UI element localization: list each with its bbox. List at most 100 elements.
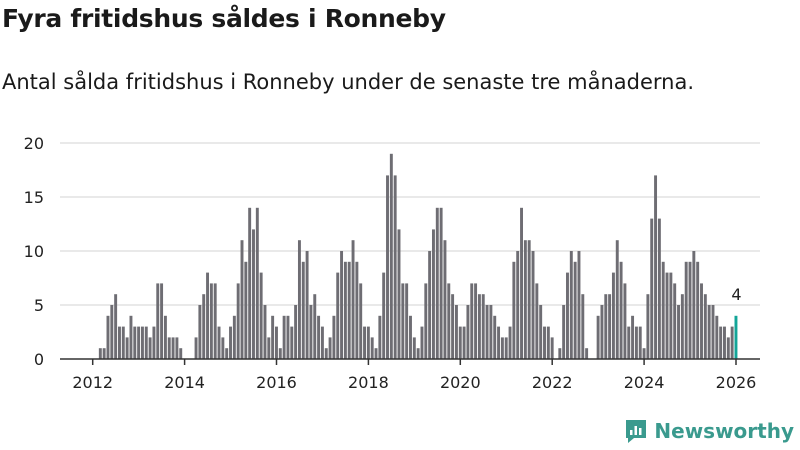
bar (121, 326, 125, 359)
bar (389, 153, 393, 359)
bar (171, 337, 175, 359)
bar (520, 207, 523, 359)
bar (443, 240, 447, 359)
bar (198, 305, 202, 359)
bar (638, 326, 642, 359)
bar (313, 294, 317, 359)
bar (497, 326, 501, 359)
bar (114, 294, 118, 359)
bar (401, 283, 405, 359)
bar (677, 305, 680, 359)
bar (454, 305, 458, 359)
y-tick-label: 0 (34, 350, 44, 369)
bar (309, 305, 313, 359)
bar (470, 283, 474, 359)
bar (600, 305, 604, 359)
x-tick-label: 2022 (532, 373, 573, 392)
bar (642, 348, 646, 359)
bar (627, 326, 631, 359)
bar (393, 175, 397, 359)
bar (175, 337, 179, 359)
bar (654, 175, 658, 359)
bar (688, 261, 692, 359)
y-tick-label: 10 (24, 242, 44, 261)
bar (493, 315, 497, 359)
bar (623, 283, 627, 359)
bar (504, 337, 508, 359)
bar (604, 294, 608, 359)
x-tick-label: 2012 (72, 373, 113, 392)
bar (366, 326, 370, 359)
bar (451, 294, 455, 359)
bar (474, 283, 478, 359)
bar (133, 326, 137, 359)
bar (328, 337, 332, 359)
bar (129, 315, 133, 359)
bar (558, 348, 562, 359)
bar (137, 326, 141, 359)
bar (657, 218, 661, 359)
bar (336, 272, 340, 359)
bar (351, 240, 355, 359)
bar (562, 305, 566, 359)
bar (386, 175, 389, 359)
bar (163, 315, 167, 359)
bar (500, 337, 504, 359)
bar (267, 337, 271, 359)
bar (696, 261, 700, 359)
bar (221, 337, 225, 359)
bar (523, 240, 527, 359)
bar (110, 305, 114, 359)
bar (397, 229, 401, 359)
logo-text: Newsworthy (654, 419, 794, 443)
newsworthy-logo-icon (626, 420, 647, 443)
bar (428, 251, 432, 359)
bar (615, 240, 619, 359)
bar (531, 251, 535, 359)
bar (225, 348, 229, 359)
bar (160, 283, 164, 359)
bar (596, 315, 600, 359)
bar (723, 326, 726, 359)
bar (236, 283, 240, 359)
bar (282, 315, 286, 359)
bar (477, 294, 481, 359)
bar (435, 207, 439, 359)
bar (715, 315, 719, 359)
bar (144, 326, 148, 359)
bar (209, 283, 213, 359)
x-tick-label: 2026 (716, 373, 757, 392)
bar (431, 229, 435, 359)
bar (543, 326, 546, 359)
bar (102, 348, 106, 359)
bar (485, 305, 489, 359)
bar (546, 326, 550, 359)
bar (566, 272, 569, 359)
bar (405, 283, 409, 359)
bar (317, 315, 321, 359)
bar (278, 348, 282, 359)
bar (409, 315, 412, 359)
bar-latest (734, 315, 738, 359)
bar (439, 207, 443, 359)
bar (424, 283, 428, 359)
bar (512, 261, 516, 359)
bar (140, 326, 144, 359)
bar (248, 207, 252, 359)
bar (297, 240, 301, 359)
bar (332, 315, 336, 359)
chart-title: Fyra fritidshus såldes i Ronneby (2, 4, 446, 33)
y-tick-label: 15 (24, 188, 44, 207)
latest-value-label: 4 (731, 285, 741, 304)
bar (202, 294, 206, 359)
bar (719, 326, 723, 359)
bar (229, 326, 232, 359)
bar (581, 294, 585, 359)
bar (156, 283, 160, 359)
bar (634, 326, 638, 359)
bar (370, 337, 374, 359)
bar (577, 251, 581, 359)
bar (232, 315, 236, 359)
bar (516, 251, 520, 359)
bar (707, 305, 711, 359)
